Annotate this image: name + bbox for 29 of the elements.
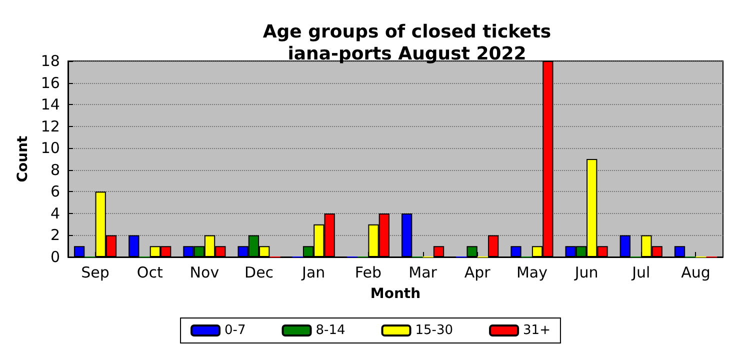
chart-title: Age groups of closed tickets iana-ports August 2022 xyxy=(262,22,552,64)
x-tick-label: Dec xyxy=(244,264,274,282)
x-tick-label: Apr xyxy=(464,264,492,282)
x-axis-title: Month xyxy=(370,286,421,302)
x-tick-label: Mar xyxy=(408,264,438,282)
y-tick-label: 10 xyxy=(40,139,60,158)
y-tick-label: 14 xyxy=(40,96,60,114)
y-tick-label: 8 xyxy=(50,160,60,179)
y-tick-label: 6 xyxy=(50,182,60,201)
x-tick-label: Jun xyxy=(574,264,598,282)
x-tick-label: Sep xyxy=(81,264,110,282)
y-tick-label: 2 xyxy=(50,226,60,244)
x-tick-label: Oct xyxy=(136,264,163,282)
y-tick-label: 0 xyxy=(50,248,60,266)
legend-label: 15-30 xyxy=(415,323,454,338)
legend-label: 0-7 xyxy=(224,323,246,338)
x-tick-label: Jul xyxy=(631,264,650,282)
legend-label: 31+ xyxy=(523,323,550,338)
y-tick-label: 4 xyxy=(50,204,60,222)
legend-label: 8-14 xyxy=(316,323,346,338)
y-tick-label: 12 xyxy=(40,117,60,136)
y-tick-label: 16 xyxy=(40,74,60,92)
x-tick-label: Aug xyxy=(681,264,710,282)
y-tick-label: 18 xyxy=(40,52,60,70)
x-tick-label: Nov xyxy=(190,264,220,282)
y-axis-title: Count xyxy=(15,135,31,182)
x-tick-label: May xyxy=(516,264,548,282)
x-tick-label: Jan xyxy=(301,264,326,282)
x-tick-label: Feb xyxy=(354,264,382,282)
